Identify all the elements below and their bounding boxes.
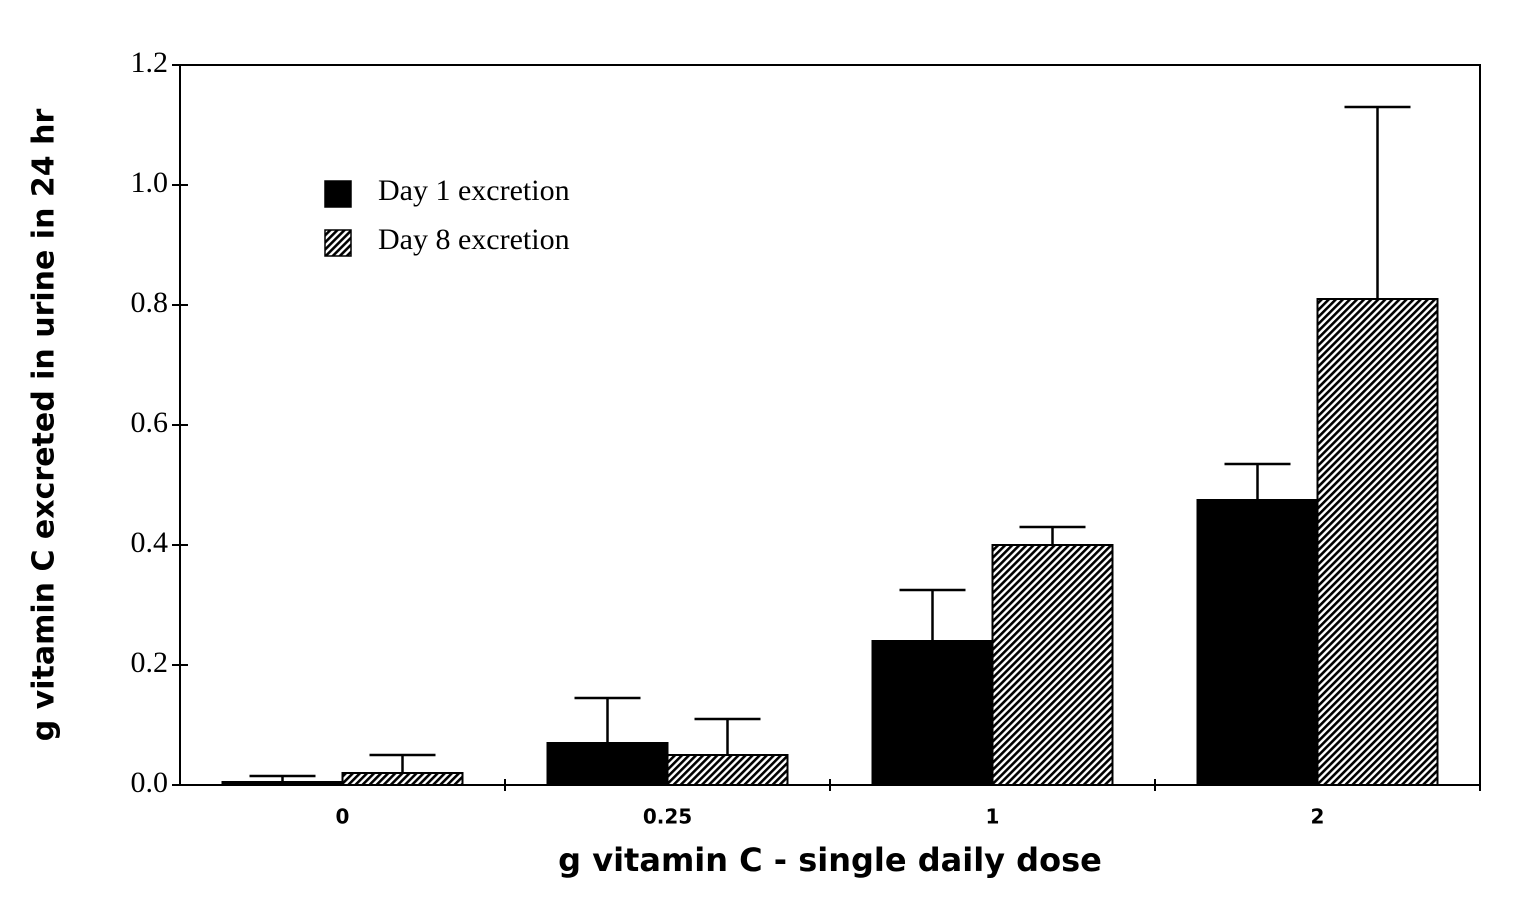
x-axis-title: g vitamin C - single daily dose bbox=[558, 841, 1102, 879]
bar bbox=[1196, 499, 1319, 786]
bar bbox=[341, 772, 464, 786]
error-bar bbox=[1344, 105, 1411, 299]
y-tick-label: 1.2 bbox=[131, 46, 169, 79]
error-bar bbox=[574, 696, 641, 743]
bar bbox=[1316, 298, 1439, 786]
legend-label: Day 8 excretion bbox=[378, 223, 570, 256]
bar bbox=[221, 781, 344, 786]
y-axis-title: g vitamin C excreted in urine in 24 hr bbox=[27, 109, 62, 742]
y-tick-label: 0.0 bbox=[131, 766, 169, 799]
y-tick-label: 1.0 bbox=[131, 166, 169, 199]
error-bar bbox=[249, 774, 316, 782]
y-tick-label: 0.8 bbox=[131, 286, 169, 319]
error-bar bbox=[1224, 462, 1291, 500]
y-tick-label: 0.6 bbox=[131, 406, 169, 439]
x-tick-label: 0 bbox=[336, 805, 350, 829]
bar bbox=[871, 640, 994, 786]
error-bar bbox=[899, 588, 966, 641]
error-bar bbox=[369, 753, 436, 773]
y-tick-label: 0.2 bbox=[131, 646, 169, 679]
bar bbox=[666, 754, 789, 786]
x-tick-label: 2 bbox=[1311, 805, 1325, 829]
bar bbox=[991, 544, 1114, 786]
x-tick-label: 1 bbox=[986, 805, 1000, 829]
error-bar bbox=[694, 717, 761, 755]
error-bar bbox=[1019, 525, 1086, 545]
legend-swatch bbox=[324, 180, 352, 208]
x-tick-label: 0.25 bbox=[643, 805, 692, 829]
y-tick-label: 0.4 bbox=[131, 526, 169, 559]
legend-swatch bbox=[324, 229, 352, 257]
legend-label: Day 1 excretion bbox=[378, 174, 570, 207]
bar bbox=[546, 742, 669, 786]
